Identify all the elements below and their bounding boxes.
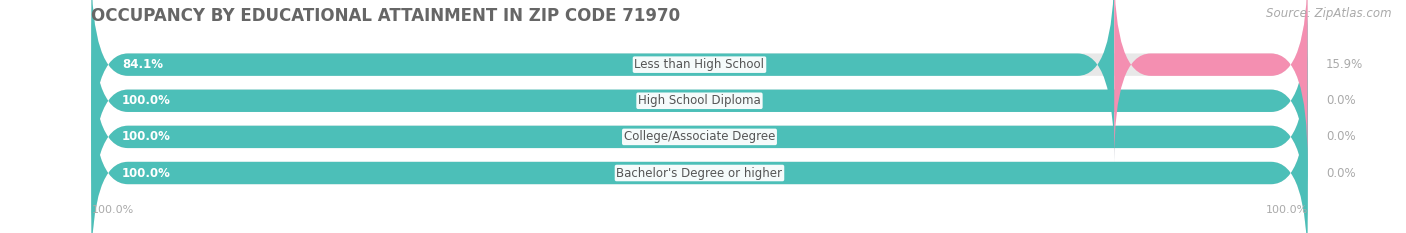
FancyBboxPatch shape <box>91 40 1308 233</box>
Text: High School Diploma: High School Diploma <box>638 94 761 107</box>
Legend: Owner-occupied, Renter-occupied: Owner-occupied, Renter-occupied <box>565 229 834 233</box>
Text: 84.1%: 84.1% <box>122 58 163 71</box>
Text: 0.0%: 0.0% <box>1326 130 1355 143</box>
FancyBboxPatch shape <box>91 76 1308 233</box>
Text: College/Associate Degree: College/Associate Degree <box>624 130 775 143</box>
Text: 15.9%: 15.9% <box>1326 58 1362 71</box>
Text: 100.0%: 100.0% <box>1265 205 1308 215</box>
Text: 0.0%: 0.0% <box>1326 167 1355 179</box>
FancyBboxPatch shape <box>91 4 1308 198</box>
FancyBboxPatch shape <box>91 0 1308 162</box>
Text: 0.0%: 0.0% <box>1326 94 1355 107</box>
Text: 100.0%: 100.0% <box>122 94 170 107</box>
Text: Bachelor's Degree or higher: Bachelor's Degree or higher <box>616 167 783 179</box>
Text: OCCUPANCY BY EDUCATIONAL ATTAINMENT IN ZIP CODE 71970: OCCUPANCY BY EDUCATIONAL ATTAINMENT IN Z… <box>91 7 681 25</box>
FancyBboxPatch shape <box>91 40 1308 233</box>
FancyBboxPatch shape <box>91 76 1308 233</box>
Text: 100.0%: 100.0% <box>91 205 134 215</box>
Text: Less than High School: Less than High School <box>634 58 765 71</box>
Text: Source: ZipAtlas.com: Source: ZipAtlas.com <box>1267 7 1392 20</box>
Text: 100.0%: 100.0% <box>122 167 170 179</box>
FancyBboxPatch shape <box>91 4 1308 198</box>
Text: 100.0%: 100.0% <box>122 130 170 143</box>
FancyBboxPatch shape <box>91 0 1114 162</box>
FancyBboxPatch shape <box>1114 0 1308 162</box>
